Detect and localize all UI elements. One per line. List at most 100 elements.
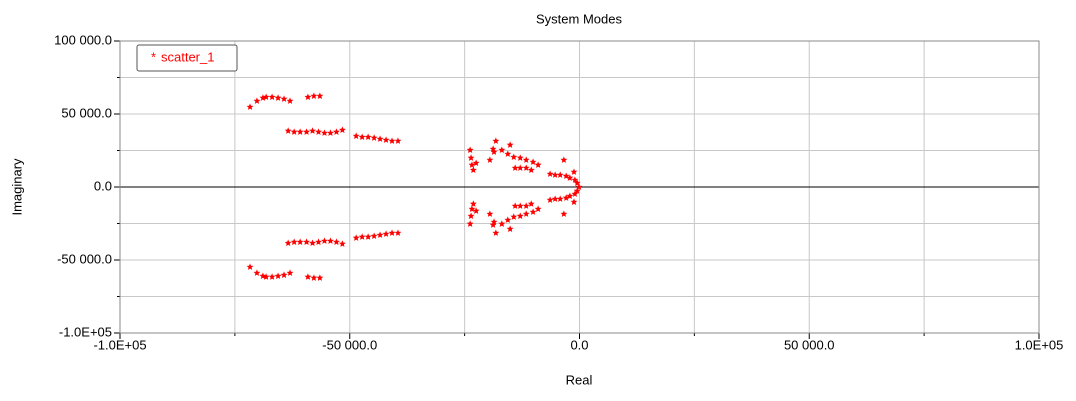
scatter-point: [570, 168, 578, 175]
legend-marker: *: [151, 49, 156, 64]
scatter-point: [321, 129, 328, 136]
scatter-point: [304, 93, 312, 100]
scatter-point: [510, 213, 518, 220]
scatter-point: [469, 200, 477, 207]
scatter-point: [562, 194, 570, 201]
scatter-point: [268, 273, 276, 280]
scatter-point: [566, 192, 574, 199]
scatter-point: [551, 171, 559, 178]
scatter-point: [303, 128, 310, 135]
scatter-point: [303, 238, 310, 245]
scatter-point: [376, 231, 384, 238]
scatter-point: [274, 94, 282, 101]
scatter-point: [562, 172, 570, 179]
scatter-point: [352, 132, 360, 139]
scatter-point: [467, 154, 475, 161]
scatter-point: [370, 134, 378, 141]
scatter-point: [566, 174, 574, 181]
scatter-point: [466, 146, 474, 153]
scatter-point: [259, 272, 267, 279]
scatter-point: [352, 234, 360, 241]
scatter-point: [571, 176, 579, 183]
scatter-point: [556, 171, 564, 178]
scatter-point: [546, 196, 554, 203]
scatter-point: [284, 239, 292, 246]
scatter-point: [333, 238, 340, 245]
scatter-point: [394, 137, 402, 144]
scatter-point: [522, 210, 530, 217]
scatter-point: [506, 225, 514, 232]
x-axis-label: Real: [566, 372, 593, 387]
scatter-point: [486, 156, 494, 163]
scatter-point: [510, 153, 518, 160]
scatter-point: [280, 95, 288, 102]
scatter-point: [516, 154, 524, 161]
scatter-point: [573, 179, 581, 186]
scatter-point: [280, 271, 288, 278]
scatter-point: [489, 145, 497, 152]
scatter-point: [268, 93, 276, 100]
scatter-point: [304, 273, 312, 280]
scatter-point: [527, 200, 535, 207]
scatter-point: [309, 239, 316, 246]
scatter-point: [468, 161, 476, 168]
scatter-point: [522, 164, 530, 171]
scatter-point: [556, 195, 564, 202]
scatter-point: [529, 158, 537, 165]
scatter-point: [388, 137, 396, 144]
scatter-point: [486, 210, 494, 217]
scatter-point: [489, 221, 497, 228]
x-tick-label: -50 000.0: [322, 337, 377, 352]
scatter-point: [290, 238, 298, 245]
chart-title: System Modes: [536, 11, 622, 26]
scatter-point: [246, 103, 254, 110]
scatter-point: [376, 135, 384, 142]
scatter-point: [262, 93, 270, 100]
scatter-point: [534, 205, 542, 212]
scatter-point: [327, 237, 334, 244]
scatter-point: [309, 127, 316, 134]
scatter-point: [570, 198, 578, 205]
scatter-point: [262, 273, 270, 280]
scatter-point: [339, 126, 346, 133]
scatter-point: [310, 274, 318, 281]
scatter-point: [560, 156, 568, 163]
y-tick-label: 0.0: [94, 178, 112, 193]
scatter-point: [472, 159, 480, 166]
scatter-point: [382, 136, 390, 143]
scatter-point: [290, 128, 298, 135]
y-axis-label: Imaginary: [9, 158, 24, 216]
scatter-point: [394, 229, 402, 236]
scatter-point: [571, 190, 579, 197]
scatter-point: [490, 148, 498, 155]
scatter-point: [573, 187, 581, 194]
y-tick-label: 50 000.0: [61, 105, 112, 120]
scatter-point: [246, 263, 254, 270]
legend-label: scatter_1: [161, 49, 214, 64]
scatter-point: [333, 128, 340, 135]
scatter-point: [286, 269, 294, 276]
scatter-point: [316, 274, 324, 281]
scatter-point: [472, 207, 480, 214]
scatter-point: [498, 220, 506, 227]
scatter-point: [511, 202, 519, 209]
y-tick-label: 100 000.0: [54, 32, 112, 47]
scatter-point: [522, 156, 530, 163]
scatter-point: [469, 166, 477, 173]
x-tick-label: 0.0: [570, 337, 588, 352]
scatter-point: [253, 97, 261, 104]
scatter-point: [504, 216, 512, 223]
scatter-point: [253, 269, 261, 276]
scatter-point: [516, 212, 524, 219]
scatter-point: [498, 146, 506, 153]
legend-box: [136, 44, 238, 72]
scatter-point: [467, 212, 475, 219]
scatter-point: [364, 233, 372, 240]
plot-frame: [119, 40, 1040, 334]
scatter-point: [504, 150, 512, 157]
scatter-point: [315, 238, 322, 245]
scatter-point: [370, 232, 378, 239]
scatter-point: [516, 164, 524, 171]
